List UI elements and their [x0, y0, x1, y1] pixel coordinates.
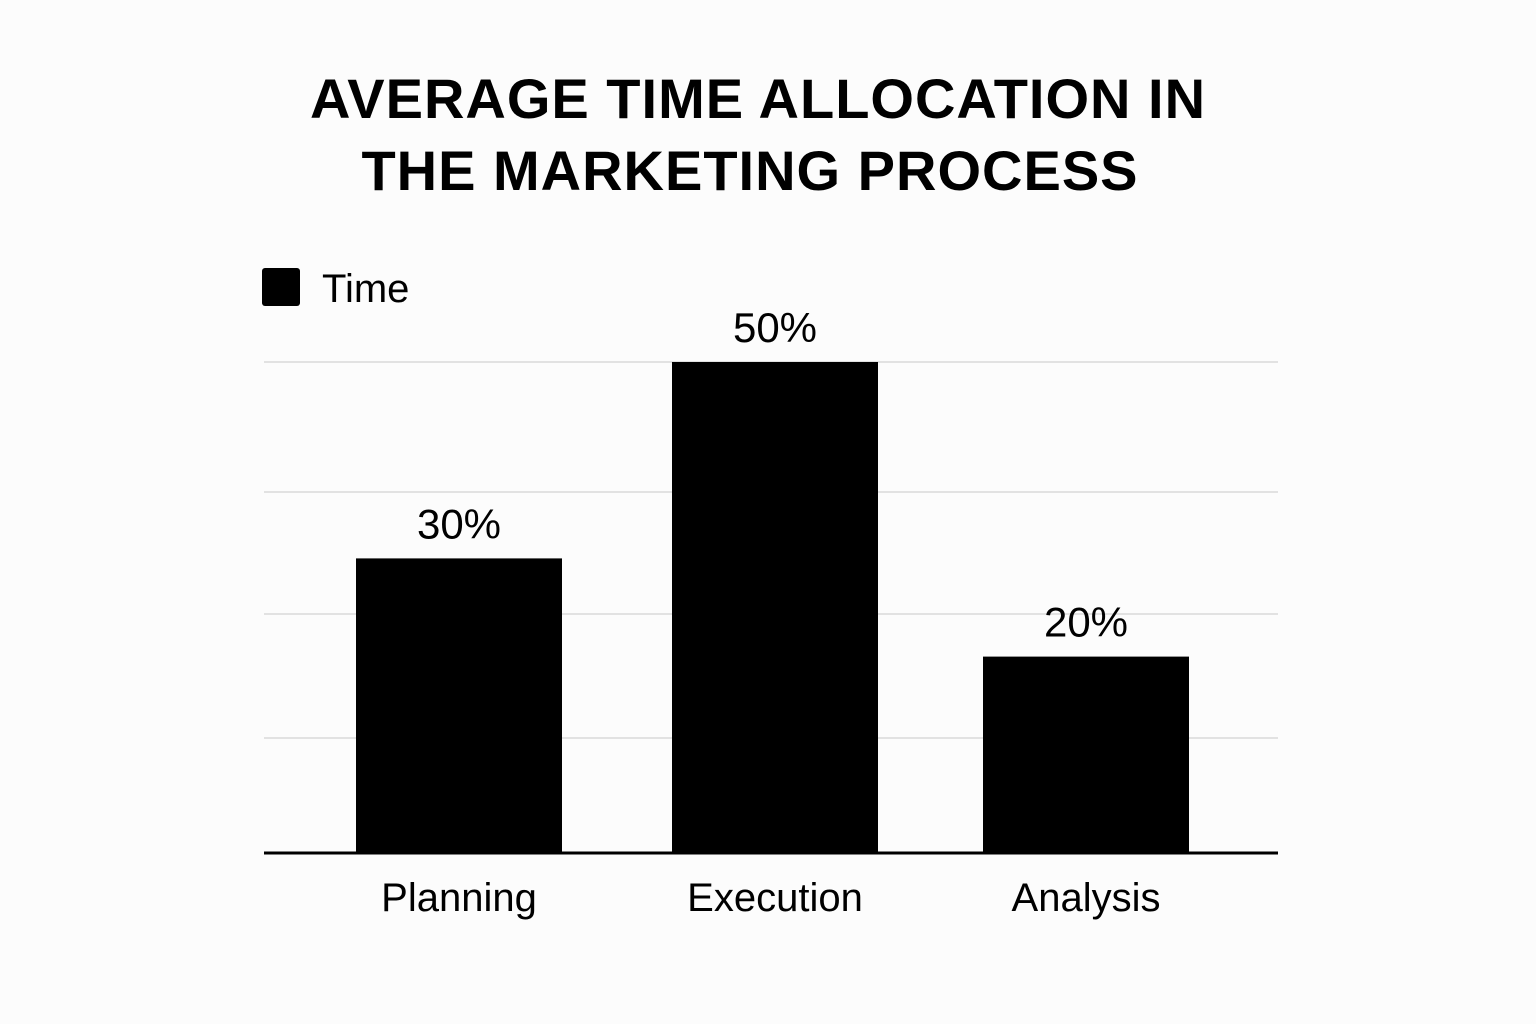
bar-analysis	[983, 656, 1189, 853]
category-label-planning: Planning	[381, 876, 537, 920]
value-labels: 30% 50% 20%	[417, 304, 1128, 646]
chart-title-line-1: AVERAGE TIME ALLOCATION IN	[310, 67, 1206, 130]
bars	[356, 362, 1189, 853]
category-labels: Planning Execution Analysis	[381, 876, 1160, 920]
chart-title-line-2: THE MARKETING PROCESS	[361, 139, 1138, 202]
category-label-analysis: Analysis	[1012, 876, 1161, 920]
category-label-execution: Execution	[687, 876, 863, 920]
bar-execution	[672, 362, 878, 853]
legend-swatch	[262, 268, 300, 306]
legend: Time	[262, 267, 409, 311]
data-label-planning: 30%	[417, 500, 501, 547]
data-label-analysis: 20%	[1044, 599, 1128, 646]
legend-label: Time	[322, 267, 409, 311]
bar-planning	[356, 558, 562, 853]
data-label-execution: 50%	[733, 304, 817, 351]
